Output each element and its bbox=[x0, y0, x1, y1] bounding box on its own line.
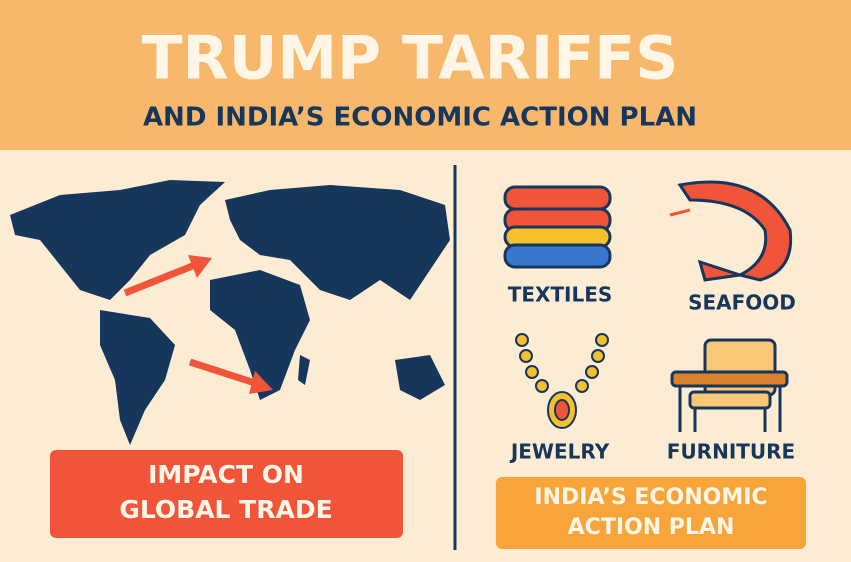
sector-label: JEWELRY bbox=[509, 440, 610, 464]
world-map bbox=[10, 180, 450, 445]
seafood-icon bbox=[669, 180, 793, 282]
jewelry-icon bbox=[515, 333, 609, 429]
subtitle: AND INDIA’S ECONOMIC ACTION PLAN bbox=[143, 103, 697, 133]
title: TRUMP TARIFFS bbox=[142, 24, 679, 94]
impact-box bbox=[50, 450, 403, 538]
furniture-icon bbox=[670, 338, 789, 432]
sector-label: TEXTILES bbox=[508, 283, 613, 307]
sector-label: FURNITURE bbox=[667, 440, 795, 464]
impact-label: GLOBAL TRADE bbox=[119, 495, 332, 524]
action-plan-box bbox=[496, 477, 806, 549]
header-band bbox=[0, 0, 851, 150]
textiles-icon bbox=[503, 185, 612, 269]
action-plan-label: ACTION PLAN bbox=[568, 515, 735, 540]
impact-label: IMPACT ON bbox=[148, 460, 304, 489]
trade-arrows bbox=[123, 255, 273, 394]
sector-label: SEAFOOD bbox=[688, 291, 796, 315]
action-plan-label: INDIA’S ECONOMIC bbox=[534, 485, 767, 510]
